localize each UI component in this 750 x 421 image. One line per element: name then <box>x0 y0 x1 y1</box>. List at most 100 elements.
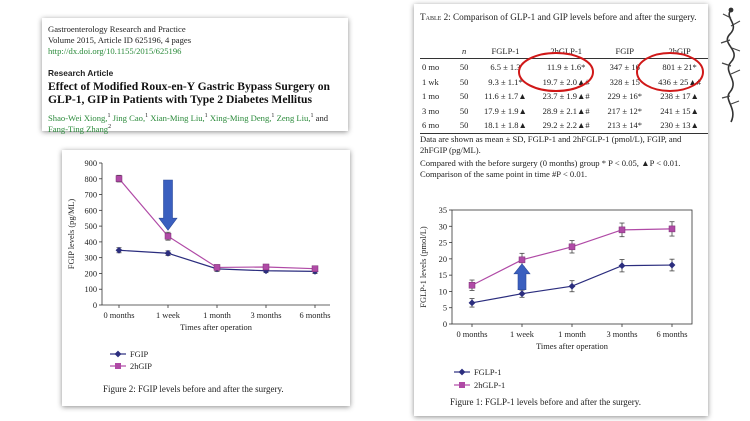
authors-line-2: Fang-Ting Zhang2 <box>48 122 111 134</box>
table-cell: 6 mo <box>420 118 452 134</box>
figure-2-chart: 0 100 200 300 400 500 600 700 800 900 0 months 1 we… <box>67 159 330 371</box>
legend-marker <box>115 363 121 369</box>
y-tick-label: 10 <box>439 287 447 296</box>
legend-marker <box>458 368 466 376</box>
data-point <box>468 299 476 307</box>
table-cell: 50 <box>451 118 477 134</box>
y-tick-label: 15 <box>439 271 447 280</box>
data-point <box>115 246 123 254</box>
table-cell: 0 mo <box>422 62 440 73</box>
author-affiliation: 2 <box>108 124 112 130</box>
col-header-2hglp1: 2hGLP-1 <box>533 44 599 59</box>
plot-frame <box>451 209 693 325</box>
author-name[interactable]: Shao-Wei Xiong, <box>48 112 108 123</box>
table-row: 1 wk 50 9.3 ± 1.1* 19.7 ± 2.0▲# 328 ± 15… <box>420 75 708 90</box>
x-axis-label: Times after operation <box>180 323 253 332</box>
author-name[interactable]: Fang-Ting Zhang <box>48 123 109 134</box>
table-2-caption-label: Table 2: <box>420 12 451 22</box>
series-line <box>471 228 673 286</box>
col-header-period <box>420 44 452 59</box>
col-header-fgip: FGIP <box>598 44 652 59</box>
series-line <box>118 178 316 270</box>
data-point <box>468 281 476 289</box>
x-axis-label: Times after operation <box>536 342 609 351</box>
y-tick-label: 600 <box>84 206 97 215</box>
table-note-4: Comparison of the same point in time #P … <box>420 169 588 179</box>
table-cell: 50 <box>459 105 469 116</box>
table-cell: 18.1 ± 1.8▲ <box>476 118 534 134</box>
legend-marker <box>114 350 122 358</box>
author-affiliation: 1 <box>310 113 314 119</box>
legend-marker <box>459 382 465 388</box>
legend-label: 2hGIP <box>130 362 152 371</box>
table-cell: 6.5 ± 1.3 <box>490 62 521 73</box>
y-tick-label: 5 <box>443 304 447 313</box>
legend-label: FGIP <box>130 350 148 359</box>
doi-link[interactable]: http://dx.doi.org/10.1155/2015/625196 <box>48 46 182 56</box>
author-name[interactable]: Xing-Ming Deng, <box>209 112 272 123</box>
data-point <box>164 249 172 257</box>
data-point <box>213 264 221 271</box>
figure-2-caption: Figure 2: FGIP levels before and after t… <box>103 384 284 394</box>
data-point <box>668 225 676 233</box>
journal-name: Gastroenterology Research and Practice <box>48 24 186 34</box>
data-point <box>518 290 526 298</box>
volume-line: Volume 2015, Article ID 625196, 4 pages <box>48 35 192 45</box>
table-cell: 238 ± 17▲ <box>660 91 699 102</box>
table-cell: 241 ± 15▲ <box>660 105 699 116</box>
y-tick-label: 900 <box>84 159 97 168</box>
table-note-3: Compared with the before surgery (0 mont… <box>420 158 681 168</box>
author-affiliation: 1 <box>204 113 208 119</box>
x-tick-label: 1 week <box>510 330 535 339</box>
table-row: 1 mo 50 11.6 ± 1.7▲ 23.7 ± 1.9▲# 229 ± 1… <box>420 89 708 104</box>
y-tick-label: 35 <box>439 206 447 215</box>
data-point <box>568 243 576 251</box>
author-affiliation: 1 <box>145 113 149 119</box>
author-name[interactable]: Zeng Liu, <box>276 112 311 123</box>
y-tick-label: 700 <box>84 191 97 200</box>
table-cell: 1 wk <box>422 76 439 87</box>
table-cell: 11.6 ± 1.7▲ <box>484 91 527 102</box>
table-cell: 50 <box>459 76 469 87</box>
table-cell: 3 mo <box>422 105 440 116</box>
author-affiliation: 1 <box>107 113 111 119</box>
figure-2-card: 0 100 200 300 400 500 600 700 800 900 0 months 1 we… <box>62 150 350 406</box>
table-2-card: Table 2: Comparison of GLP-1 and GIP lev… <box>414 4 708 416</box>
table-cell: 229 ± 16* <box>607 91 642 102</box>
table-cell: 9.3 ± 1.1* <box>488 76 523 87</box>
table-cell: 230 ± 13▲ <box>651 118 708 134</box>
y-axis-label: FGIP levels (pg/ML) <box>67 199 76 270</box>
y-tick-label: 0 <box>443 320 447 329</box>
table-cell: 436 ± 25▲# <box>658 76 701 87</box>
author-conjunction: and <box>315 112 329 123</box>
table-2-caption: Table 2: Comparison of GLP-1 and GIP lev… <box>420 12 710 23</box>
data-point <box>618 226 626 234</box>
table-cell: 28.9 ± 2.1▲# <box>542 105 590 116</box>
legend-label: FGLP-1 <box>474 368 501 377</box>
x-tick-label: 3 months <box>607 330 638 339</box>
table-cell: 11.9 ± 1.6* <box>546 62 586 73</box>
table-note-1: Data are shown as mean ± SD, FGLP-1 and … <box>420 134 682 144</box>
y-tick-label: 800 <box>84 175 97 184</box>
col-header-2hgip: 2hGIP <box>651 44 708 59</box>
table-row: 3 mo 50 17.9 ± 1.9▲ 28.9 ± 2.1▲# 217 ± 1… <box>420 104 708 119</box>
article-type: Research Article <box>48 68 114 78</box>
x-tick-label: 1 month <box>203 311 231 320</box>
glp-gip-table: n FGLP-1 2hGLP-1 FGIP 2hGIP 0 mo 50 6.5 … <box>420 44 708 134</box>
table-cell: 1 mo <box>422 91 440 102</box>
data-point <box>518 256 526 264</box>
y-tick-label: 100 <box>84 285 97 294</box>
data-point <box>262 267 270 275</box>
table-cell: 50 <box>459 91 469 102</box>
authors-line-1: Shao-Wei Xiong,1 Jing Cao,1 Xian-Ming Li… <box>48 111 328 123</box>
y-tick-label: 200 <box>84 269 97 278</box>
table-cell: 23.7 ± 1.9▲# <box>542 91 590 102</box>
y-tick-label: 20 <box>439 255 447 264</box>
table-row: 0 mo 50 6.5 ± 1.3 11.9 ± 1.6* 347 ± 16 8… <box>420 59 708 75</box>
author-name[interactable]: Jing Cao, <box>112 112 146 123</box>
author-name[interactable]: Xian-Ming Liu, <box>150 112 205 123</box>
data-point <box>618 262 626 270</box>
decorative-ornament-icon <box>720 7 741 123</box>
table-cell: 217 ± 12* <box>607 105 642 116</box>
y-axis-label: FGLP-1 levels (pmol/L) <box>419 226 428 308</box>
